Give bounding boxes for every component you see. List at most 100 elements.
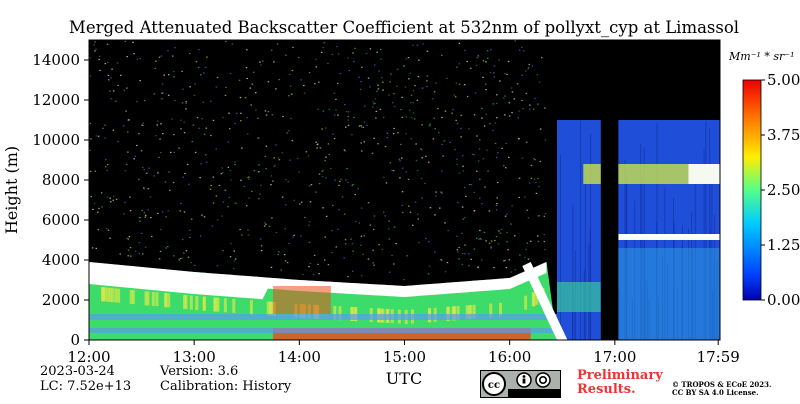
noise-speck	[473, 248, 476, 250]
x-tick-label: 17:59	[697, 348, 740, 366]
noise-speck	[432, 138, 435, 140]
noise-speck	[372, 249, 374, 251]
noise-speck	[344, 104, 346, 106]
noise-speck	[234, 161, 236, 163]
noise-speck	[126, 237, 128, 239]
noise-speck	[372, 262, 374, 264]
noise-speck	[392, 170, 395, 172]
noise-speck	[194, 83, 196, 85]
noise-speck	[240, 120, 242, 122]
noise-speck	[185, 250, 188, 252]
y-tick-label: 4000	[42, 251, 80, 269]
noise-speck	[196, 117, 199, 119]
noise-speck	[328, 153, 330, 156]
copyright-line-1: © TROPOS & ECoE 2023.	[672, 380, 772, 389]
noise-speck	[138, 178, 140, 180]
noise-speck	[127, 255, 129, 257]
noise-speck	[521, 157, 524, 159]
noise-speck	[210, 184, 212, 187]
noise-speck	[525, 70, 527, 72]
noise-speck	[189, 236, 191, 238]
noise-speck	[435, 82, 437, 84]
noise-speck	[318, 183, 321, 185]
noise-speck	[535, 181, 537, 184]
x-axis-label: UTC	[386, 369, 422, 388]
noise-speck	[345, 111, 348, 113]
noise-speck	[435, 191, 437, 193]
noise-speck	[337, 114, 339, 116]
noise-speck	[275, 231, 278, 234]
noise-speck	[258, 198, 260, 200]
noise-speck	[483, 231, 486, 233]
noise-speck	[222, 250, 224, 252]
noise-speck	[481, 117, 483, 119]
noise-speck	[488, 242, 491, 244]
noise-speck	[289, 159, 291, 161]
noise-speck	[322, 46, 324, 49]
noise-speck	[437, 108, 439, 110]
noise-speck	[373, 228, 375, 231]
noise-speck	[212, 176, 215, 178]
yellow-fleck	[232, 298, 236, 313]
noise-speck	[140, 150, 143, 152]
yellow-fleck	[155, 292, 159, 307]
noise-speck	[495, 204, 498, 207]
noise-speck	[221, 167, 223, 169]
noise-speck	[89, 75, 92, 77]
noise-speck	[478, 160, 480, 162]
noise-speck	[538, 81, 541, 83]
noise-speck	[172, 55, 174, 57]
noise-speck	[415, 143, 417, 145]
noise-speck	[132, 41, 134, 43]
noise-speck	[499, 80, 501, 82]
plot-area	[89, 40, 720, 340]
noise-speck	[143, 169, 145, 171]
date-label: 2023-03-24	[40, 364, 115, 379]
noise-speck	[460, 114, 462, 116]
noise-speck	[455, 82, 458, 84]
copyright-line-2: CC BY SA 4.0 License.	[672, 388, 759, 397]
noise-speck	[352, 52, 354, 54]
noise-speck	[330, 167, 332, 170]
noise-speck	[153, 93, 156, 95]
noise-speck	[262, 60, 264, 62]
noise-speck	[97, 211, 99, 213]
noise-speck	[106, 169, 108, 171]
noise-speck	[194, 264, 196, 266]
noise-speck	[287, 181, 289, 183]
noise-speck	[517, 117, 519, 119]
noise-speck	[315, 141, 317, 143]
noise-speck	[248, 197, 250, 199]
noise-speck	[347, 181, 349, 183]
noise-speck	[139, 217, 141, 219]
noise-speck	[518, 137, 520, 140]
noise-speck	[500, 228, 503, 231]
noise-speck	[95, 48, 97, 50]
noise-speck	[506, 73, 508, 75]
noise-speck	[178, 259, 180, 261]
noise-speck	[496, 102, 498, 105]
yellow-fleck	[195, 296, 199, 311]
noise-speck	[173, 255, 175, 257]
noise-speck	[142, 122, 144, 124]
noise-speck	[134, 250, 137, 252]
y-tick-label: 6000	[42, 211, 80, 229]
noise-speck	[126, 56, 128, 58]
noise-speck	[97, 135, 100, 137]
noise-speck	[391, 102, 394, 104]
noise-speck	[543, 234, 545, 236]
noise-speck	[195, 61, 198, 63]
colorbar-gradient	[742, 79, 762, 301]
noise-speck	[360, 244, 362, 246]
noise-speck	[479, 178, 481, 180]
noise-speck	[100, 192, 103, 194]
noise-speck	[167, 50, 169, 52]
noise-speck	[138, 242, 140, 244]
noise-speck	[351, 243, 354, 245]
noise-speck	[278, 79, 280, 81]
noise-speck	[533, 158, 535, 160]
noise-speck	[416, 169, 419, 172]
noise-speck	[278, 251, 280, 253]
noise-speck	[265, 114, 268, 116]
noise-speck	[541, 57, 543, 59]
